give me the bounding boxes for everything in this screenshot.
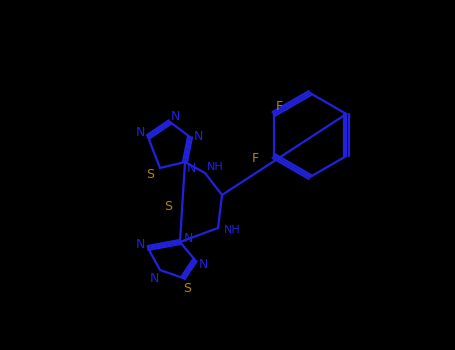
Text: N: N [186, 161, 196, 175]
Text: N: N [149, 272, 159, 285]
Text: F: F [252, 152, 259, 164]
Text: N: N [183, 231, 192, 245]
Text: NH: NH [207, 162, 223, 172]
Text: S: S [164, 199, 172, 212]
Text: N: N [135, 126, 145, 139]
Text: S: S [146, 168, 154, 181]
Text: N: N [135, 238, 145, 251]
Text: NH: NH [223, 225, 240, 235]
Text: F: F [276, 99, 283, 112]
Text: S: S [183, 281, 191, 294]
Text: N: N [198, 258, 207, 271]
Text: N: N [170, 110, 180, 122]
Text: N: N [193, 131, 202, 144]
